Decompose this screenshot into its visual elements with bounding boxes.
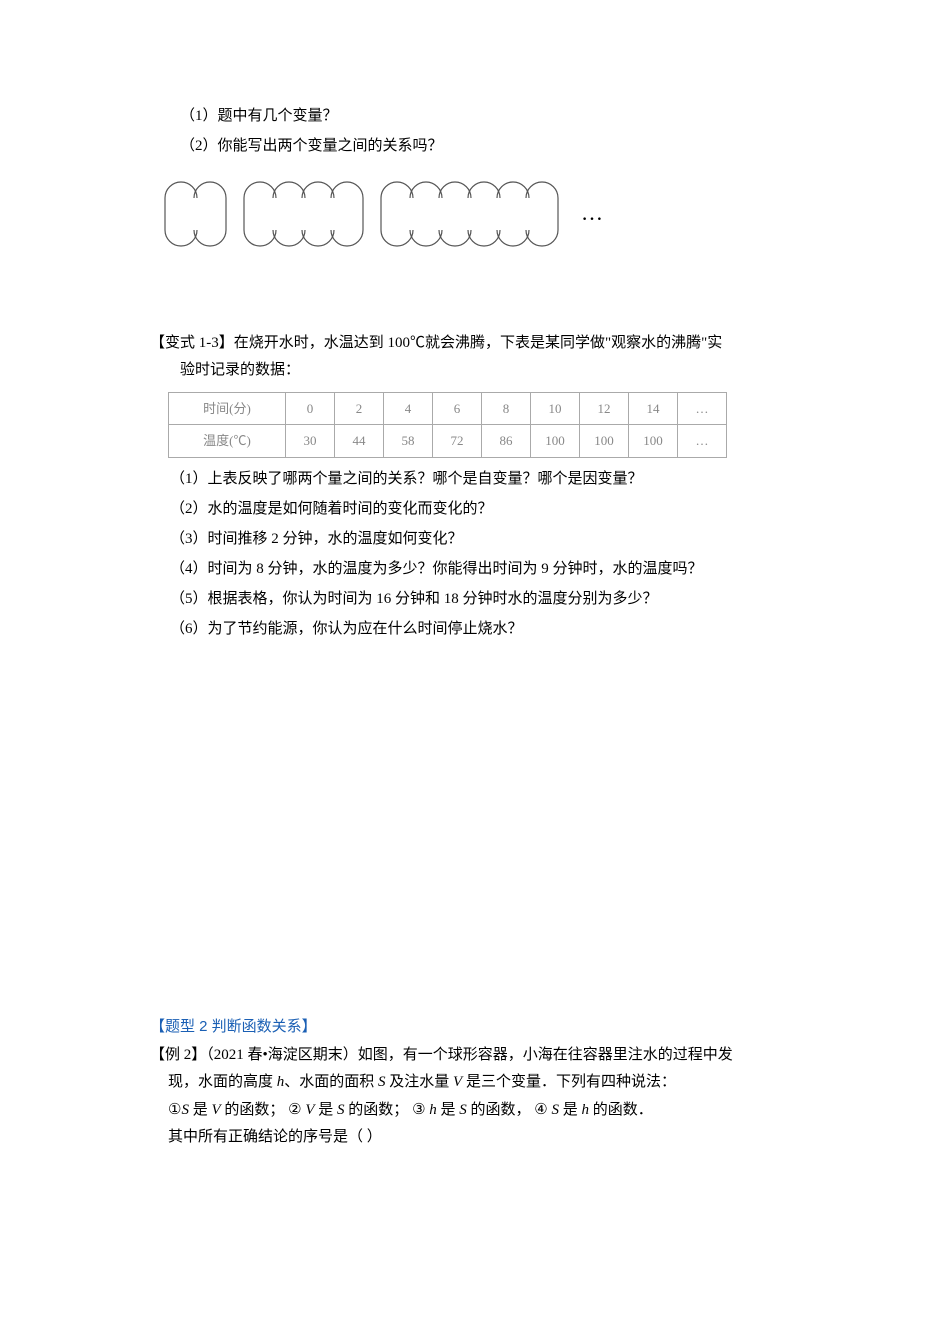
q1-sub1: （1）题中有几个变量？	[180, 103, 800, 130]
section-2-header: 【题型 2 判断函数关系】	[150, 1013, 800, 1040]
sub-question: （2）水的温度是如何随着时间的变化而变化的？	[170, 496, 800, 523]
variant1-line1: 【变式 1-3】在烧开水时，水温达到 100℃就会沸腾，下表是某同学做"观察水的…	[150, 330, 800, 357]
circles-figure: …	[160, 170, 800, 270]
variant1-label: 【变式 1-3】	[150, 335, 234, 351]
sub-question: （1）上表反映了哪两个量之间的关系？哪个是自变量？哪个是因变量？	[170, 466, 800, 493]
sub-question: （5）根据表格，你认为时间为 16 分钟和 18 分钟时水的温度分别为多少？	[170, 586, 800, 613]
sub-question: （3）时间推移 2 分钟，水的温度如何变化？	[170, 526, 800, 553]
table-row: 时间(分)02468101214…	[169, 393, 727, 425]
example2-line1: 【例 2】（2021 春•海淀区期末）如图，有一个球形容器，小海在往容器里注水的…	[150, 1042, 800, 1069]
example2-line4: 其中所有正确结论的序号是（ ）	[150, 1124, 800, 1151]
example2-line3: ①S 是 V 的函数； ② V 是 S 的函数； ③ h 是 S 的函数， ④ …	[150, 1096, 800, 1124]
q1-sub2: （2）你能写出两个变量之间的关系吗？	[180, 133, 800, 160]
boiling-water-table: 时间(分)02468101214… 温度(℃)30445872861001001…	[168, 392, 727, 458]
example2-line2: 现，水面的高度 h、水面的面积 S 及注水量 V 是三个变量．下列有四种说法：	[150, 1069, 800, 1096]
svg-text:…: …	[581, 200, 603, 225]
sub-question: （6）为了节约能源，你认为应在什么时间停止烧水？	[170, 616, 800, 643]
table-row: 温度(℃)3044587286100100100…	[169, 425, 727, 457]
variant1-line2: 验时记录的数据：	[150, 357, 800, 384]
sub-question: （4）时间为 8 分钟，水的温度为多少？你能得出时间为 9 分钟时，水的温度吗？	[170, 556, 800, 583]
